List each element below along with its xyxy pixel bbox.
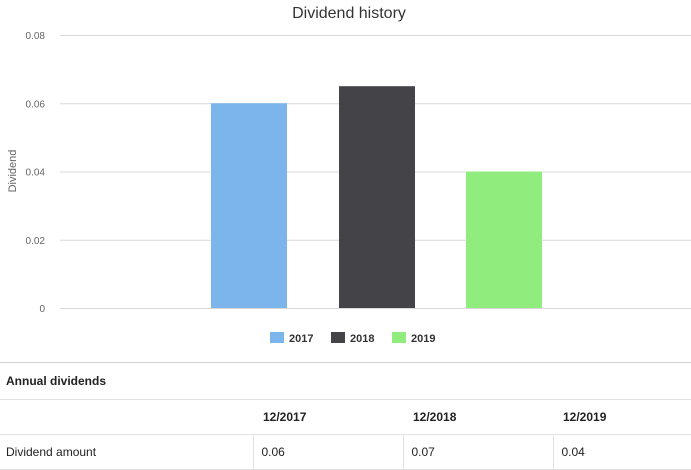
dividend-chart: Dividend history 0 0.02 0.04 0.06 0.08 Dividen… bbox=[7, 5, 691, 345]
legend-swatch-2019 bbox=[392, 332, 406, 343]
y-tick-label: 0.04 bbox=[26, 168, 46, 179]
bar-2018 bbox=[339, 86, 415, 308]
legend-label-2017: 2017 bbox=[289, 333, 313, 345]
y-axis-label: Dividend bbox=[7, 150, 19, 193]
value-cell-2017: 0.06 bbox=[252, 434, 403, 470]
annual-dividends-table: 12/2017 12/2018 12/2019 Dividend amount … bbox=[0, 400, 691, 470]
chart-title: Dividend history bbox=[292, 5, 406, 22]
table-header-row: 12/2017 12/2018 12/2019 bbox=[0, 400, 691, 435]
y-tick-label: 0.06 bbox=[26, 99, 46, 110]
bar-2019 bbox=[466, 171, 542, 308]
row-label: Dividend amount bbox=[0, 434, 253, 470]
value-cell-2019: 0.04 bbox=[552, 434, 691, 470]
value-cell-2018: 0.07 bbox=[402, 434, 553, 470]
table-row: Dividend amount 0.06 0.07 0.04 bbox=[0, 434, 691, 470]
y-tick-label: 0.08 bbox=[26, 31, 46, 42]
chart-svg: Dividend history 0 0.02 0.04 0.06 0.08 Dividen… bbox=[7, 5, 691, 345]
column-header-2019: 12/2019 bbox=[553, 400, 691, 435]
annual-dividends-section: Annual dividends 12/2017 12/2018 12/2019… bbox=[0, 362, 691, 470]
column-header-2017: 12/2017 bbox=[253, 400, 403, 435]
legend-swatch-2018 bbox=[331, 332, 345, 343]
table-heading: Annual dividends bbox=[0, 363, 691, 400]
bar-2017 bbox=[211, 103, 287, 308]
legend-label-2019: 2019 bbox=[411, 333, 435, 345]
y-tick-label: 0 bbox=[39, 304, 45, 315]
column-header-2018: 12/2018 bbox=[403, 400, 553, 435]
header-blank-cell bbox=[0, 400, 253, 435]
legend-swatch-2017 bbox=[270, 332, 284, 343]
y-tick-label: 0.02 bbox=[26, 236, 46, 247]
legend-label-2018: 2018 bbox=[350, 333, 374, 345]
